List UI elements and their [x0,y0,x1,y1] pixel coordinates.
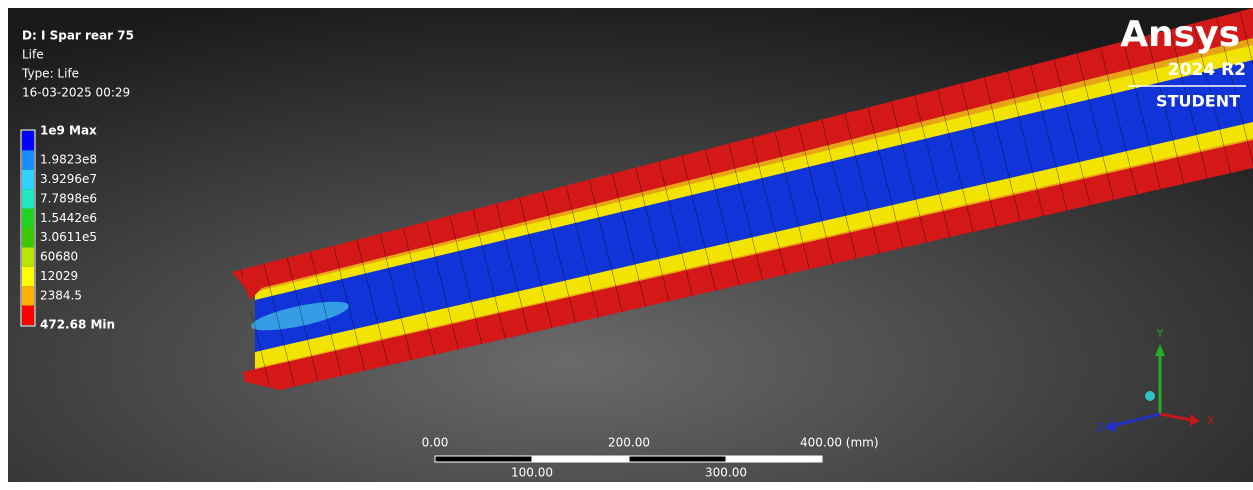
legend-label: 1e9 Max [40,124,97,138]
result-title: D: I Spar rear 75 [22,29,134,43]
legend-label: 2384.5 [40,288,82,302]
triad-origin [1145,391,1155,401]
page: {"header": {"title": "D: I Spar rear 75"… [0,0,1253,490]
logo-brand: Ansys [1120,14,1240,55]
scale-seg [629,456,726,462]
legend-swatch [22,247,34,266]
scale-label: 300.00 [705,466,747,480]
legend-swatch [22,228,34,247]
legend-swatch [22,131,34,150]
legend-swatch [22,189,34,208]
result-type: Type: Life [21,67,79,81]
timestamp: 16-03-2025 00:29 [22,86,130,100]
legend-swatch [22,209,34,228]
scale-seg [532,456,629,462]
scale-seg [726,456,822,462]
legend-swatch [22,306,34,325]
y-axis-label: Y [1156,327,1164,340]
scale-label: 400.00 (mm) [800,436,879,450]
scale-seg [435,456,532,462]
legend-label: 7.7898e6 [40,191,97,205]
viewport: D: I Spar rear 75 Life Type: Life 16-03-… [0,0,1253,490]
logo-version: 2024 R2 [1168,60,1246,80]
scale-label: 100.00 [511,466,553,480]
result-name: Life [22,48,44,62]
legend-swatch [22,286,34,305]
legend-swatch [22,267,34,286]
legend-label: 3.9296e7 [40,172,97,186]
legend-swatch [22,170,34,189]
z-axis-label: Z [1096,421,1104,434]
legend-label: 1.5442e6 [40,211,97,225]
legend-label: 1.9823e8 [40,153,97,167]
scale-label: 200.00 [608,436,650,450]
scale-label: 0.00 [422,436,449,450]
logo-edition: STUDENT [1156,92,1240,111]
legend-swatch [22,150,34,169]
x-axis-label: X [1207,414,1215,427]
legend-label: 60680 [40,250,78,264]
legend-label: 12029 [40,269,78,283]
legend-label: 472.68 Min [40,318,115,332]
legend-label: 3.0611e5 [40,230,97,244]
